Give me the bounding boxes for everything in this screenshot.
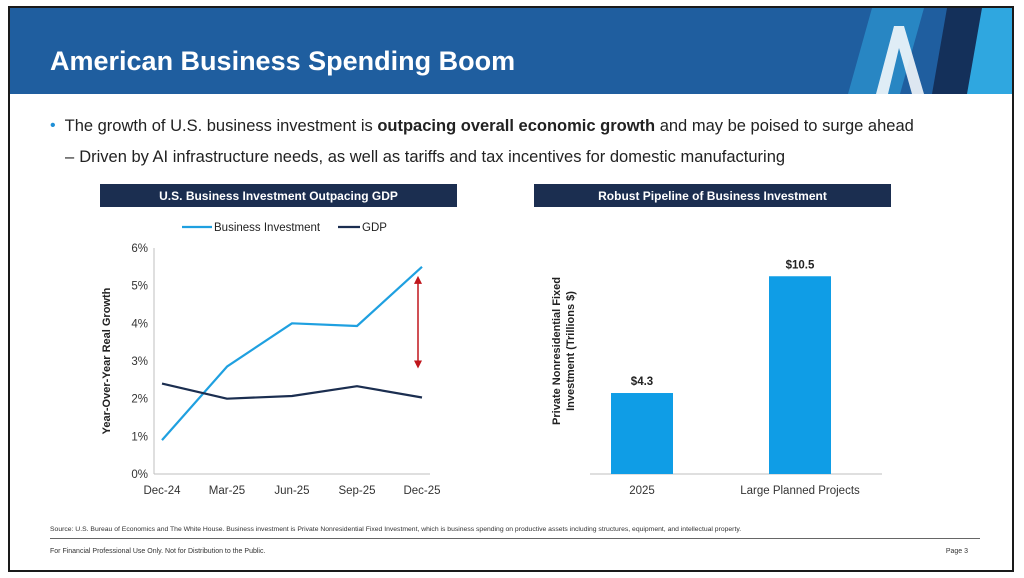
bar-data-label: $10.5	[786, 259, 815, 271]
line-chart-x-tick-label: Dec-24	[143, 485, 181, 497]
bar-1	[769, 276, 831, 474]
source-note: Source: U.S. Bureau of Economics and The…	[50, 526, 742, 533]
annotation-arrow-down-icon	[414, 360, 422, 369]
dash-icon: –	[65, 148, 75, 166]
line-chart-y-tick-label: 4%	[131, 318, 148, 330]
line-chart-y-tick-label: 0%	[131, 469, 148, 481]
bar-chart-y-axis-label: Private Nonresidential Fixed Investment (…	[551, 277, 577, 425]
bullet-main: • The growth of U.S. business investment…	[50, 114, 990, 138]
bullet-main-post: and may be poised to surge ahead	[655, 116, 914, 135]
bullet-main-text: The growth of U.S. business investment i…	[65, 117, 914, 136]
line-chart-x-tick-label: Dec-25	[403, 485, 440, 497]
bar-chart-title: Robust Pipeline of Business Investment	[534, 184, 891, 207]
line-chart-y-tick-label: 3%	[131, 356, 148, 368]
line-chart-x-tick-label: Sep-25	[338, 485, 375, 497]
slide: American Business Spending Boom • The gr…	[8, 6, 1014, 572]
bar-chart-x-tick-label: 2025	[629, 485, 655, 497]
series-line-business-investment	[161, 265, 423, 441]
page-title: American Business Spending Boom	[50, 46, 516, 76]
legend-label-business-investment: Business Investment	[214, 222, 321, 234]
bar-0	[611, 393, 673, 474]
bullet-main-pre: The growth of U.S. business investment i…	[64, 116, 378, 135]
bullet-icon: •	[50, 117, 56, 134]
line-chart-y-tick-label: 6%	[131, 243, 148, 255]
header-bar: American Business Spending Boom	[10, 8, 1012, 94]
bar-chart-y-axis-label-line1: Private Nonresidential Fixed	[551, 277, 563, 425]
bar-data-label: $4.3	[631, 376, 653, 388]
line-chart-x-tick-label: Mar-25	[209, 485, 245, 497]
bar-chart-y-axis-label-line2: Investment (Trillions $)	[565, 291, 577, 411]
bar-chart-x-tick-label: Large Planned Projects	[740, 485, 860, 497]
bullet-list: • The growth of U.S. business investment…	[50, 114, 990, 167]
bullet-sub-text: Driven by AI infrastructure needs, as we…	[79, 148, 786, 166]
series-line-gdp	[161, 382, 423, 400]
footer-disclaimer: For Financial Professional Use Only. Not…	[50, 548, 266, 555]
line-chart-y-axis-label: Year-Over-Year Real Growth	[101, 287, 113, 434]
line-chart-title: U.S. Business Investment Outpacing GDP	[100, 184, 457, 207]
line-chart-y-tick-label: 5%	[131, 281, 148, 293]
chart-canvas: 0% 1% 2% 3% 4% 5% 6% Dec-24 Mar-25 Jun-25 Sep-25 De…	[101, 222, 882, 497]
line-chart-y-tick-label: 1%	[131, 431, 148, 443]
footer-divider	[50, 538, 980, 539]
line-chart-x-tick-label: Jun-25	[274, 485, 309, 497]
line-chart-y-tick-label: 2%	[131, 394, 148, 406]
annotation-arrow-up-icon	[414, 275, 422, 284]
bullet-main-bold: outpacing overall economic growth	[377, 116, 656, 135]
legend-label-gdp: GDP	[362, 222, 387, 234]
page-number: Page 3	[945, 548, 968, 555]
bullet-sub: – Driven by AI infrastructure needs, as w…	[50, 148, 990, 167]
brand-logo-icon	[848, 8, 1012, 94]
